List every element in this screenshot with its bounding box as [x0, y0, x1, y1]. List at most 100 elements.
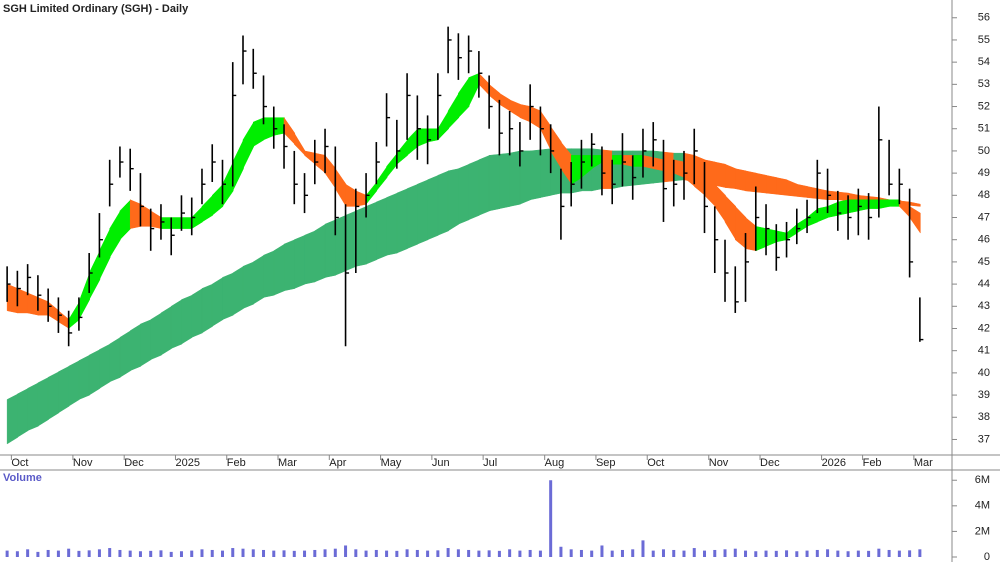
band-segment: [304, 230, 316, 285]
band-segment: [396, 188, 408, 254]
volume-bar: [77, 550, 81, 557]
band-segment: [847, 199, 860, 214]
y-tick-label: 45: [978, 256, 990, 268]
volume-bar: [87, 550, 91, 557]
volume-bar: [303, 550, 307, 557]
y-tick-label: 6M: [975, 474, 990, 486]
volume-bar: [36, 551, 40, 557]
volume-bar: [415, 549, 419, 557]
volume-title: Volume: [3, 472, 42, 484]
y-tick-label: 55: [978, 34, 990, 46]
band-segment: [837, 191, 849, 202]
y-tick-label: 54: [978, 56, 990, 68]
y-tick-label: 4M: [975, 500, 990, 512]
x-tick-label: Mar: [278, 457, 297, 469]
y-tick-label: 0: [984, 551, 990, 562]
band-segment: [109, 209, 121, 259]
band-segment: [776, 177, 788, 196]
band-segment: [355, 206, 367, 267]
volume-bar: [210, 549, 214, 557]
volume-bar: [682, 550, 686, 557]
volume-bar: [764, 550, 768, 557]
band-segment: [68, 360, 80, 407]
volume-bar: [867, 550, 871, 557]
band-segment: [437, 170, 449, 236]
volume-bar: [692, 548, 696, 557]
volume-bar: [118, 549, 122, 557]
volume-bar: [313, 549, 317, 557]
volume-bar: [846, 551, 850, 557]
band-segment: [888, 199, 901, 207]
band-segment: [622, 155, 634, 167]
volume-bar: [733, 548, 737, 557]
volume-bar: [364, 550, 368, 557]
volume-bar: [467, 549, 471, 557]
band-segment: [406, 183, 419, 249]
volume-bar: [631, 549, 635, 557]
volume-bar: [815, 549, 819, 557]
band-segment: [181, 294, 193, 345]
band-segment: [663, 159, 675, 174]
band-segment: [509, 150, 521, 207]
volume-bar: [456, 549, 460, 557]
x-tick-label: Dec: [124, 457, 144, 469]
volume-bar: [672, 549, 676, 557]
volume-bar: [333, 548, 337, 557]
band-segment: [242, 261, 255, 309]
y-tick-label: 46: [978, 234, 990, 246]
volume-bar: [436, 550, 440, 557]
band-segment: [129, 323, 142, 372]
band-segment: [211, 183, 224, 216]
band-segment: [632, 155, 644, 167]
volume-bar: [426, 550, 430, 557]
chart-title: SGH Limited Ordinary (SGH) - Daily: [3, 3, 189, 15]
volume-bar: [46, 549, 50, 557]
y-tick-label: 50: [978, 145, 990, 157]
band-segment: [222, 272, 234, 320]
band-segment: [140, 319, 152, 367]
volume-bar: [56, 550, 60, 557]
band-segment: [283, 239, 296, 292]
band-segment: [652, 157, 665, 172]
y-tick-label: 51: [978, 123, 990, 135]
band-segment: [47, 371, 60, 420]
band-segment: [591, 148, 603, 192]
band-segment: [170, 217, 183, 229]
volume-bar: [887, 549, 891, 557]
volume-bar: [723, 549, 727, 557]
band-segment: [27, 382, 39, 431]
volume-bar: [159, 550, 163, 557]
band-segment: [488, 153, 501, 212]
band-segment: [376, 165, 388, 192]
band-segment: [776, 230, 788, 243]
band-segment: [714, 161, 726, 188]
volume-bar: [518, 550, 522, 557]
volume-bar: [138, 551, 142, 557]
band-segment: [211, 276, 224, 327]
y-tick-label: 37: [978, 433, 990, 445]
volume-bar: [559, 546, 563, 557]
y-tick-label: 42: [978, 322, 990, 334]
band-segment: [17, 288, 29, 314]
band-segment: [376, 197, 388, 261]
band-segment: [6, 393, 19, 445]
volume-bar: [282, 550, 286, 557]
x-tick-label: Feb: [227, 457, 246, 469]
volume-bar: [26, 549, 30, 557]
band-segment: [817, 188, 829, 201]
band-segment: [314, 223, 326, 283]
y-tick-label: 2M: [975, 525, 990, 537]
volume-bar: [179, 551, 183, 557]
band-segment: [806, 186, 819, 199]
band-segment: [447, 168, 460, 232]
band-segment: [201, 283, 213, 334]
x-tick-label: Oct: [647, 457, 664, 469]
band-segment: [468, 159, 480, 221]
volume-bar: [272, 550, 276, 557]
x-tick-label: Aug: [545, 457, 565, 469]
band-segment: [335, 214, 347, 276]
volume-bar: [97, 549, 101, 557]
band-segment: [458, 76, 470, 119]
band-segment: [499, 152, 511, 209]
